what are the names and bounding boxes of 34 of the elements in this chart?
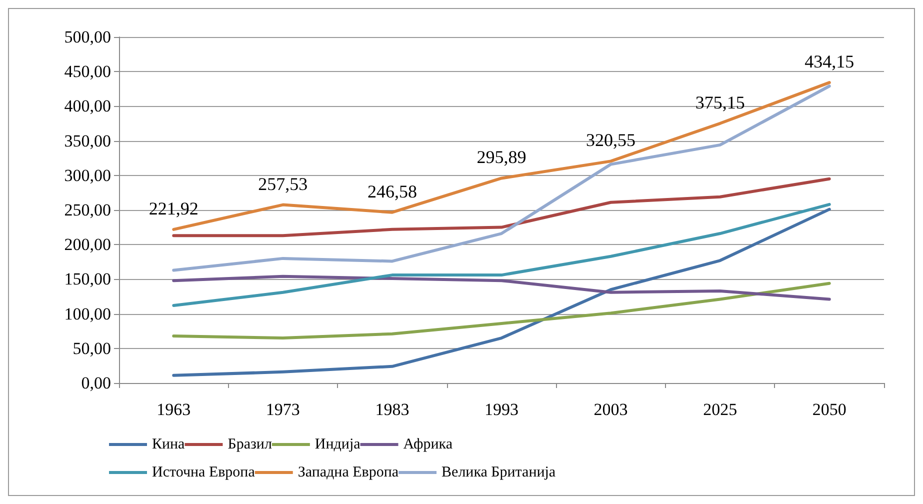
data-label: 375,15 <box>695 92 745 112</box>
data-label: 246,58 <box>367 181 417 202</box>
data-label: 320,55 <box>586 130 636 150</box>
y-tick-label: 50,00 <box>72 338 111 358</box>
line-series <box>172 274 831 301</box>
legend-label: Велика Британија <box>442 464 556 480</box>
legend-label: Источна Европа <box>152 464 256 480</box>
data-label: 434,15 <box>804 52 854 72</box>
legend-label: Африка <box>403 436 453 452</box>
data-label: 295,89 <box>476 147 526 168</box>
y-tick-label: 100,00 <box>64 304 111 324</box>
y-tick-label: 200,00 <box>64 235 111 254</box>
y-tick-label: 350,00 <box>64 131 111 150</box>
x-tick-label: 2003 <box>594 400 628 419</box>
y-tick-label: 450,00 <box>64 62 111 82</box>
legend-label: Индија <box>314 436 361 452</box>
y-tick-label: 400,00 <box>64 96 111 116</box>
y-tick-label: 0,00 <box>81 374 111 392</box>
data-label: 221,92 <box>148 198 198 218</box>
legend-label: Кина <box>152 436 186 452</box>
legend-label: Бразил <box>228 436 272 452</box>
x-tick-label: 1963 <box>156 400 191 419</box>
line-series <box>172 282 831 340</box>
x-tick-label: 1983 <box>375 400 410 419</box>
x-tick-label: 1993 <box>484 400 518 419</box>
x-tick-label: 2025 <box>703 400 738 419</box>
y-tick-label: 500,00 <box>64 28 111 46</box>
x-tick-label: 2050 <box>812 400 846 419</box>
y-tick-label: 300,00 <box>64 166 111 185</box>
y-tick-label: 250,00 <box>64 200 111 220</box>
data-label: 257,53 <box>258 174 308 194</box>
x-tick-label: 1973 <box>266 400 300 419</box>
y-tick-label: 150,00 <box>64 270 111 289</box>
legend-label: Западна Европа <box>298 464 399 480</box>
